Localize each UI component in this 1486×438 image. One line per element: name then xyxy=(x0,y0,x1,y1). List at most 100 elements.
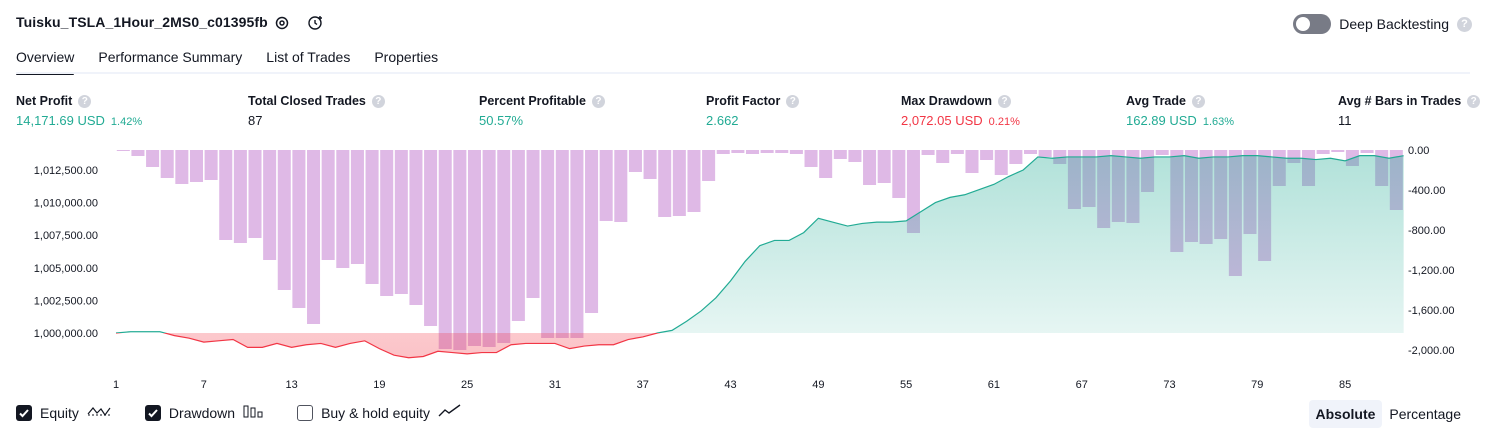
stat-label: Avg Trade xyxy=(1126,94,1186,108)
stat-label: Percent Profitable xyxy=(479,94,586,108)
info-icon[interactable]: ? xyxy=(591,94,605,108)
stat-label: Total Closed Trades xyxy=(248,94,366,108)
right-axis-tick: -1,600.00 xyxy=(1408,305,1454,317)
equity-loss-area xyxy=(116,333,1404,358)
info-icon[interactable]: ? xyxy=(786,94,800,108)
drawdown-bar xyxy=(350,150,364,264)
stat-avg-bars: Avg # Bars in Trades? 11 xyxy=(1338,94,1481,128)
tab-divider xyxy=(16,72,1470,74)
left-axis-tick: 1,007,500.00 xyxy=(34,230,98,242)
deep-backtesting-toggle[interactable] xyxy=(1293,14,1332,34)
drawdown-bar xyxy=(1009,150,1023,164)
x-axis-tick: 1 xyxy=(113,379,119,391)
drawdown-bar xyxy=(307,150,321,324)
drawdown-bar xyxy=(892,150,906,198)
drawdown-bar xyxy=(599,150,613,221)
info-icon[interactable]: ? xyxy=(78,94,92,108)
x-axis-tick: 7 xyxy=(201,379,207,391)
legend-buy-hold[interactable]: Buy & hold equity xyxy=(297,404,462,421)
stat-value: 11 xyxy=(1338,113,1352,128)
drawdown-bar xyxy=(365,150,379,284)
drawdown-bar xyxy=(1316,150,1330,154)
drawdown-bar xyxy=(804,150,818,167)
legend-equity[interactable]: Equity xyxy=(16,404,111,421)
x-axis-tick: 25 xyxy=(461,379,473,391)
drawdown-bar xyxy=(921,150,935,155)
right-axis-tick: 0.00 xyxy=(1408,145,1429,157)
info-icon[interactable]: ? xyxy=(1467,94,1481,108)
drawdown-checkbox[interactable] xyxy=(144,404,161,421)
equity-gain-area xyxy=(116,155,1404,333)
left-axis-tick: 1,005,000.00 xyxy=(34,263,98,275)
stat-max-drawdown: Max Drawdown? 2,072.05 USD 0.21% xyxy=(901,94,1020,128)
x-axis-tick: 61 xyxy=(988,379,1000,391)
info-icon[interactable]: ? xyxy=(371,94,385,108)
drawdown-bar xyxy=(877,150,891,183)
drawdown-bar xyxy=(745,150,760,154)
drawdown-bar xyxy=(643,150,657,179)
absolute-button[interactable]: Absolute xyxy=(1308,400,1383,428)
stat-avg-trade: Avg Trade? 162.89 USD 1.63% xyxy=(1126,94,1234,128)
drawdown-bar xyxy=(980,150,994,160)
stat-label: Net Profit xyxy=(16,94,73,108)
drawdown-bar xyxy=(628,150,642,172)
x-axis-tick: 85 xyxy=(1339,379,1351,391)
deep-backtesting-label: Deep Backtesting xyxy=(1339,16,1449,32)
percentage-button[interactable]: Percentage xyxy=(1389,406,1461,422)
x-axis-tick: 43 xyxy=(724,379,736,391)
equity-line-down xyxy=(116,333,661,359)
left-axis-tick: 1,000,000.00 xyxy=(34,328,98,340)
stat-percent: 0.21% xyxy=(988,116,1020,128)
drawdown-bar xyxy=(189,150,203,182)
drawdown-bar xyxy=(716,150,730,154)
x-axis-tick: 73 xyxy=(1163,379,1175,391)
tab-properties[interactable]: Properties xyxy=(374,49,439,65)
legend-drawdown[interactable]: Drawdown xyxy=(144,404,263,421)
left-axis-tick: 1,002,500.00 xyxy=(34,295,98,307)
right-axis-tick: -400.00 xyxy=(1408,185,1445,197)
drawdown-bar xyxy=(965,150,979,173)
drawdown-bar xyxy=(292,150,306,308)
stat-label: Max Drawdown xyxy=(901,94,992,108)
drawdown-bar xyxy=(263,150,277,260)
drawdown-bar xyxy=(906,150,920,233)
drawdown-bar xyxy=(658,150,672,217)
right-axis-tick: -800.00 xyxy=(1408,225,1445,237)
drawdown-bars-icon xyxy=(243,404,263,421)
stat-label: Profit Factor xyxy=(706,94,781,108)
right-axis-tick: -1,200.00 xyxy=(1408,265,1454,277)
legend-label: Drawdown xyxy=(168,404,236,421)
drawdown-bar xyxy=(702,150,716,181)
drawdown-bar xyxy=(380,150,394,296)
add-alert-icon[interactable] xyxy=(307,14,325,32)
drawdown-bar xyxy=(950,150,964,154)
buy-hold-checkbox[interactable] xyxy=(297,404,314,421)
drawdown-bar xyxy=(497,150,511,343)
help-icon[interactable]: ? xyxy=(1457,16,1472,32)
stat-percent: 1.42% xyxy=(110,116,143,128)
x-axis-tick: 37 xyxy=(637,379,649,391)
gear-icon[interactable] xyxy=(273,14,291,32)
right-axis: 0.00 -400.00 -800.00 -1,200.00 -1,600.00 -2,0… xyxy=(1408,145,1454,357)
info-icon[interactable]: ? xyxy=(1191,94,1205,108)
tab-list-of-trades[interactable]: List of Trades xyxy=(266,49,351,65)
drawdown-bar xyxy=(614,150,628,222)
legend-label: Buy & hold equity xyxy=(321,404,431,421)
equity-checkbox[interactable] xyxy=(16,404,32,421)
x-axis: 1 7 13 19 25 31 37 43 49 55 61 67 73 79 85 xyxy=(113,379,1351,391)
drawdown-bar xyxy=(453,150,467,350)
x-axis-tick: 79 xyxy=(1251,379,1263,391)
tab-performance-summary[interactable]: Performance Summary xyxy=(98,49,243,65)
equity-line-icon xyxy=(87,404,111,421)
equity-line-up xyxy=(115,155,1404,333)
drawdown-bar xyxy=(994,150,1008,175)
x-axis-tick: 31 xyxy=(549,379,561,391)
stat-percent-profitable: Percent Profitable? 50.57% xyxy=(479,94,605,128)
info-icon[interactable]: ? xyxy=(998,94,1011,108)
drawdown-bar xyxy=(219,150,233,240)
stat-value: 14,171.69 USD xyxy=(16,113,105,128)
stat-percent: 1.63% xyxy=(1202,116,1235,128)
tab-overview[interactable]: Overview xyxy=(16,47,75,75)
drawdown-bar xyxy=(248,150,262,238)
legend-label: Equity xyxy=(40,404,79,421)
